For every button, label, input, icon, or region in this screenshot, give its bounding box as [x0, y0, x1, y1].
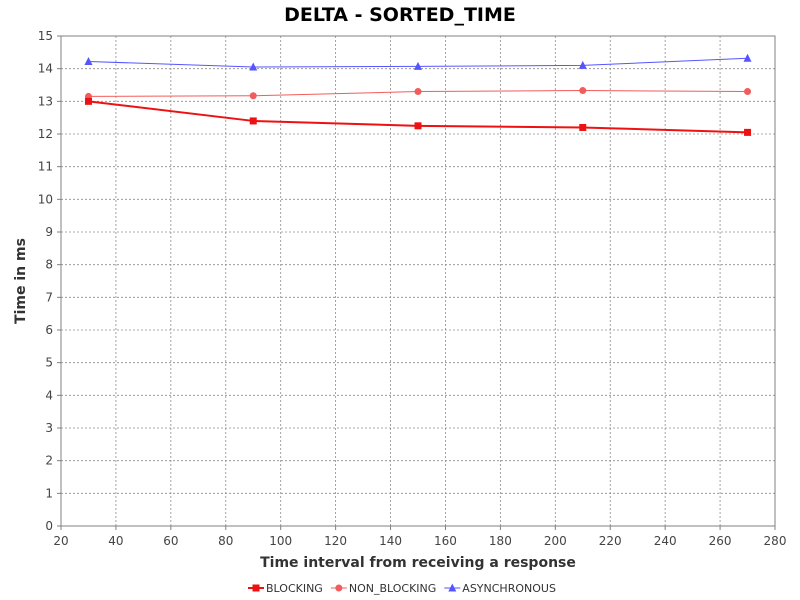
y-tick-label: 12 [38, 127, 53, 141]
y-tick-label: 1 [45, 486, 53, 500]
y-tick-label: 8 [45, 258, 53, 272]
legend-item-non-blocking: NON_BLOCKING [330, 582, 436, 595]
y-tick-label: 6 [45, 323, 53, 337]
y-tick-label: 3 [45, 421, 53, 435]
x-tick-label: 20 [53, 534, 68, 548]
legend-label: BLOCKING [266, 582, 323, 595]
x-tick-label: 60 [163, 534, 178, 548]
data-point-blocking [744, 128, 752, 136]
data-point-asynchronous [743, 53, 752, 62]
plot-border [60, 35, 776, 527]
x-tick-label: 240 [654, 534, 677, 548]
data-point-asynchronous [578, 60, 587, 69]
x-tick-label: 160 [434, 534, 457, 548]
data-point-blocking [84, 97, 92, 105]
x-tick-label: 260 [709, 534, 732, 548]
y-tick-label: 13 [38, 94, 53, 108]
series-asynchronous [84, 53, 752, 71]
data-point-asynchronous [84, 56, 93, 65]
plot-area [61, 36, 775, 526]
legend-item-blocking: BLOCKING [248, 582, 323, 595]
legend-marker [252, 584, 260, 592]
y-tick-label: 11 [38, 160, 53, 174]
x-tick-label: 180 [489, 534, 512, 548]
data-point-blocking [414, 122, 422, 130]
legend-label: ASYNCHRONOUS [462, 582, 556, 595]
x-tick-label: 40 [108, 534, 123, 548]
x-tick-label: 140 [379, 534, 402, 548]
data-point-non-blocking [579, 87, 587, 95]
x-tick-label: 80 [218, 534, 233, 548]
data-point-asynchronous [249, 62, 258, 71]
y-tick-label: 4 [45, 388, 53, 402]
series-group [84, 53, 752, 136]
legend-marker [448, 583, 457, 592]
y-tick-label: 0 [45, 519, 53, 533]
axis-ticks: 20 40 60 80 100 120 140 160 180 200 220 240 260 280 0 1… [38, 29, 787, 548]
legend-label: NON_BLOCKING [349, 582, 436, 595]
data-point-non-blocking [249, 92, 257, 100]
x-tick-label: 200 [544, 534, 567, 548]
x-tick-label: 280 [764, 534, 787, 548]
y-tick-label: 5 [45, 356, 53, 370]
y-axis-label: Time in ms [13, 238, 29, 324]
y-tick-label: 9 [45, 225, 53, 239]
y-tick-label: 10 [38, 192, 53, 206]
y-tick-label: 7 [45, 290, 53, 304]
legend-item-asynchronous: ASYNCHRONOUS [444, 582, 556, 595]
legend: BLOCKING NON_BLOCKING ASYNCHRONOUS [248, 582, 556, 595]
data-point-non-blocking [744, 88, 752, 96]
chart-title: DELTA - SORTED_TIME [284, 4, 516, 26]
x-tick-label: 120 [324, 534, 347, 548]
series-blocking [84, 97, 752, 136]
y-tick-label: 2 [45, 454, 53, 468]
x-tick-label: 220 [599, 534, 622, 548]
data-point-blocking [579, 123, 587, 131]
data-point-blocking [249, 117, 257, 125]
series-non-blocking [84, 87, 752, 100]
y-tick-label: 15 [38, 29, 53, 43]
data-point-non-blocking [414, 88, 422, 96]
data-point-asynchronous [414, 61, 422, 70]
legend-marker [335, 584, 343, 592]
x-axis-label: Time interval from receiving a response [260, 555, 576, 571]
y-tick-label: 14 [38, 62, 53, 76]
x-tick-label: 100 [269, 534, 292, 548]
